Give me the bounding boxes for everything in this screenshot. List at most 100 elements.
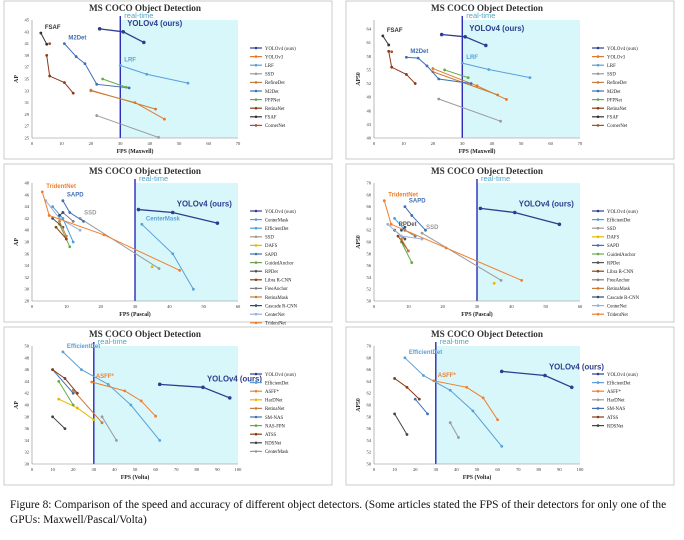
series: YOLOv4 (ours) (136, 200, 232, 225)
legend-label: HarDNet (607, 399, 625, 404)
y-tick-label: 35 (25, 77, 30, 82)
series: M2Det (62, 36, 131, 90)
data-point (496, 93, 499, 97)
data-point (396, 234, 400, 238)
series-line (41, 191, 180, 271)
realtime-region (435, 346, 580, 464)
chart-title: MS COCO Object Detection (89, 3, 201, 13)
legend-label: RetinaMask (607, 287, 631, 292)
data-point (71, 240, 75, 244)
series-label: ASFF* (438, 373, 457, 379)
series: TridentNet (40, 184, 182, 272)
data-point (390, 65, 394, 69)
realtime-label: real-time (98, 337, 127, 346)
series (437, 97, 502, 123)
data-point (140, 222, 144, 226)
series: ASFF* (432, 373, 499, 422)
series: SAPD (403, 199, 427, 232)
x-tick-label: 90 (215, 467, 220, 472)
legend-marker (254, 235, 258, 239)
series-line (388, 51, 416, 84)
data-point (95, 82, 99, 86)
y-tick-label: 64 (367, 27, 372, 32)
data-point (121, 30, 126, 34)
legend-marker (596, 295, 600, 299)
y-tick-label: 39 (25, 53, 30, 58)
chart-title: MS COCO Object Detection (431, 3, 543, 13)
x-tick-label: 50 (133, 467, 138, 472)
legend-label: TridentNet (607, 313, 629, 318)
data-point (118, 64, 122, 67)
y-axis-label: AP50 (356, 235, 362, 249)
data-point (123, 389, 127, 393)
data-point (465, 385, 469, 389)
y-tick-label: 61 (367, 40, 372, 45)
legend-label: YOLOv4 (ours) (607, 47, 638, 52)
realtime-label: real-time (139, 174, 168, 183)
data-point (466, 76, 470, 80)
y-tick-label: 42 (25, 391, 30, 396)
legend-marker (254, 55, 258, 58)
y-tick-label: 64 (367, 379, 372, 384)
y-tick-label: 60 (367, 240, 372, 245)
legend-marker (596, 389, 600, 393)
legend-label: YOLOv4 (ours) (265, 373, 296, 378)
data-point (97, 27, 102, 31)
data-point (422, 374, 425, 377)
data-point (171, 252, 175, 256)
legend-label: GuidedAnchor (265, 261, 294, 266)
data-point (61, 211, 65, 214)
x-tick-label: 10 (406, 304, 411, 309)
legend-marker (254, 63, 258, 67)
series (443, 68, 470, 80)
series (100, 415, 118, 442)
legend-label: YOLOv4 (ours) (265, 210, 296, 215)
y-axis-label: AP50 (356, 72, 362, 86)
data-point (499, 278, 503, 282)
legend-label: SAPD (607, 244, 620, 249)
series: YOLOv4 (ours) (478, 200, 574, 227)
data-point (393, 217, 396, 220)
data-point (444, 246, 448, 250)
data-point (499, 369, 504, 374)
series (390, 50, 394, 54)
series (57, 397, 96, 422)
series: YOLOv4 (ours) (157, 374, 262, 400)
legend-label: RetinaNet (265, 107, 285, 112)
data-point (64, 234, 68, 238)
x-tick-label: 80 (537, 467, 542, 472)
data-point (381, 34, 385, 38)
legend-marker (254, 372, 258, 376)
x-tick-label: 70 (516, 467, 521, 472)
data-point (496, 418, 499, 422)
legend-marker (254, 261, 258, 264)
y-tick-label: 62 (367, 228, 372, 233)
x-tick-label: 20 (98, 304, 103, 309)
data-point (71, 391, 75, 395)
data-point (520, 278, 524, 282)
chart-panel: real-time 0 10 20 30 40 50 60 70 40 43 46 49 52 55 58 61… (345, 0, 675, 160)
x-tick-label: 100 (235, 467, 243, 472)
legend-marker (254, 124, 258, 127)
x-axis-label: FPS (Maxwell) (459, 148, 496, 155)
y-tick-label: 66 (367, 367, 372, 372)
legend-label: EfficientDet (607, 381, 631, 386)
y-tick-label: 30 (25, 287, 30, 292)
legend-marker (254, 295, 258, 299)
x-tick-label: 30 (475, 304, 480, 309)
series-label: SAPD (67, 193, 84, 199)
legend-marker (254, 389, 258, 393)
y-tick-label: 52 (367, 287, 372, 292)
legend-marker (254, 218, 258, 221)
realtime-region (93, 346, 238, 464)
x-tick-label: 40 (489, 141, 494, 146)
legend-marker (254, 312, 258, 316)
legend-label: SSD (265, 236, 274, 241)
legend-label: RDSNet (607, 424, 624, 429)
data-point (63, 427, 67, 430)
data-point (403, 225, 407, 229)
y-tick-label: 30 (25, 462, 30, 467)
data-point (484, 43, 488, 48)
legend-label: SSD (265, 73, 274, 78)
data-point (136, 207, 141, 212)
